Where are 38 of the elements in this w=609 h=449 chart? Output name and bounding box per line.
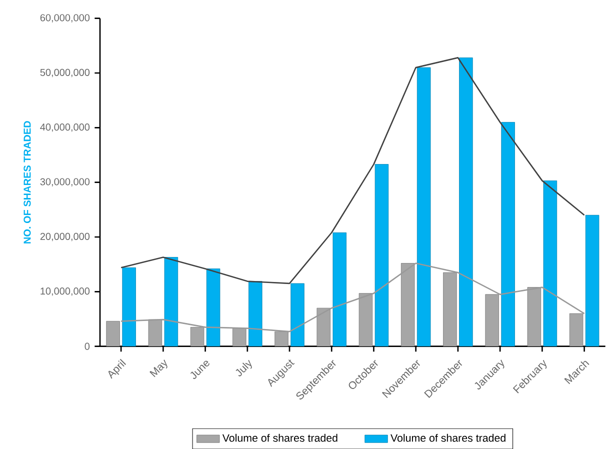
y-tick-label: 50,000,000	[40, 68, 90, 78]
x-tick-label: May	[150, 359, 168, 378]
y-tick-label: 0	[84, 342, 90, 350]
bar	[569, 313, 584, 346]
bar	[316, 308, 330, 346]
legend-label: Volume of shares traded	[390, 434, 506, 442]
bar	[190, 326, 204, 346]
bar	[543, 180, 558, 346]
bar	[206, 268, 220, 346]
bar	[501, 122, 515, 346]
y-tick-label: 60,000,000	[40, 14, 90, 22]
y-tick-label: 10,000,000	[40, 287, 90, 296]
x-tick-label: July	[236, 360, 252, 376]
y-tick-label: 30,000,000	[40, 178, 90, 186]
bar	[332, 232, 346, 346]
bar	[400, 262, 415, 346]
bar	[248, 280, 262, 346]
y-tick-label: 20,000,000	[40, 232, 90, 242]
bar	[459, 57, 473, 346]
bar	[585, 214, 600, 346]
bar	[358, 292, 373, 346]
line-series	[120, 262, 585, 332]
bar	[122, 267, 136, 346]
y-axis-title: NO. OF SHARES TRADED	[24, 120, 31, 244]
bar	[274, 331, 288, 346]
bar	[443, 272, 457, 346]
bar	[374, 164, 389, 346]
bar	[164, 256, 178, 346]
bar	[485, 294, 499, 346]
bar	[416, 67, 431, 346]
bar	[527, 286, 542, 346]
legend-label: Volume of shares traded	[222, 434, 338, 442]
bar	[290, 283, 304, 346]
bar	[148, 319, 162, 346]
bar	[106, 320, 120, 346]
bar	[232, 328, 246, 346]
y-tick-label: 40,000,000	[40, 123, 90, 132]
line-series	[120, 56, 585, 284]
